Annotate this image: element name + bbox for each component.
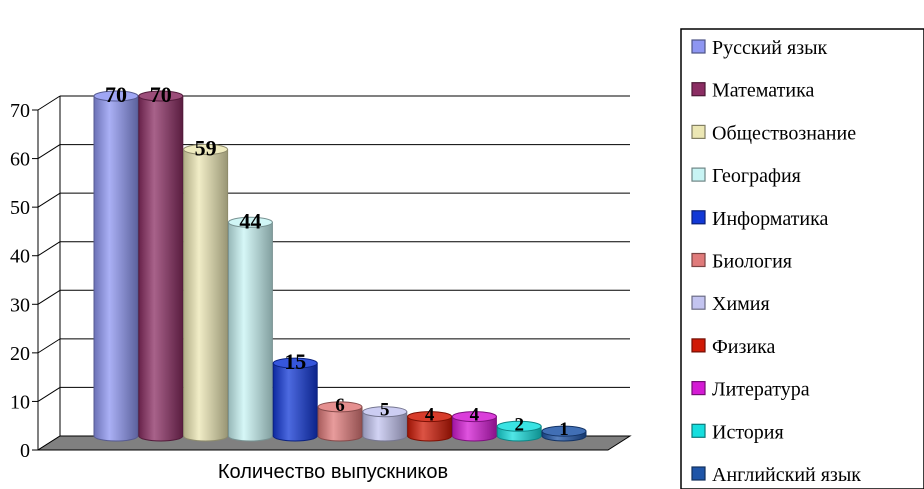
legend-entry: Литература [712, 379, 810, 401]
gridline-depth [37, 144, 61, 160]
bar [93, 90, 139, 442]
bar-body [407, 416, 453, 442]
legend-entry: Математика [712, 80, 814, 102]
legend-entry: Физика [712, 336, 776, 358]
bars [93, 90, 587, 442]
legend-swatch [691, 210, 706, 225]
bar [362, 406, 408, 442]
bar-body [451, 416, 497, 442]
y-tick-label: 20 [10, 343, 30, 365]
data-label: 4 [470, 405, 480, 426]
legend-entry: История [712, 421, 784, 443]
bar [541, 425, 587, 442]
bar-top [541, 425, 587, 437]
bar-top [451, 411, 497, 423]
bar-top [496, 420, 542, 432]
bar-top [138, 90, 184, 102]
bar [272, 357, 318, 442]
bar-body [362, 411, 408, 442]
legend-swatch [691, 338, 706, 353]
data-label: 70 [150, 82, 172, 107]
bar-top [183, 143, 229, 155]
legend: Русский язык Математика Обществознание Геог… [680, 28, 924, 489]
legend-box [680, 28, 924, 489]
data-label: 70 [105, 82, 127, 107]
x-axis-label: Количество выпускников [218, 461, 448, 483]
bar [451, 411, 497, 442]
data-label: 2 [514, 414, 524, 435]
legend-swatch [691, 295, 706, 310]
data-label: 5 [380, 400, 390, 421]
y-tick-label: 0 [20, 440, 30, 462]
bar-top [93, 90, 139, 102]
gridline-depth [37, 338, 61, 354]
data-label: 44 [239, 208, 261, 233]
legend-swatch [691, 124, 706, 140]
bar [407, 411, 453, 442]
data-label: 4 [425, 405, 435, 426]
bar-body [183, 148, 229, 442]
bar [317, 401, 363, 442]
bar-body [227, 221, 273, 442]
bar-body [317, 406, 363, 442]
bar [227, 216, 273, 442]
legend-swatch [691, 423, 706, 438]
bar-top [407, 411, 453, 423]
bar [183, 143, 229, 442]
data-label: 6 [335, 395, 345, 416]
bar-top [272, 357, 318, 369]
gridline-depth [37, 387, 61, 402]
legend-swatch [691, 252, 706, 268]
bar-top [227, 216, 273, 228]
bar-top [362, 406, 408, 418]
legend-swatch [691, 167, 706, 182]
gridline-depth [37, 192, 61, 208]
legend-swatch [691, 39, 706, 54]
legend-entry: Биология [712, 251, 792, 273]
data-label: 1 [559, 419, 569, 440]
bar-top [317, 401, 363, 413]
y-tick-label: 60 [10, 149, 30, 171]
y-tick-label: 30 [10, 294, 30, 316]
legend-swatch [691, 381, 706, 396]
data-label: 59 [195, 135, 217, 160]
legend-entry: Русский язык [712, 37, 828, 59]
bar-body [138, 95, 184, 442]
y-tick-label: 70 [10, 100, 30, 122]
y-axis: 0 10 20 30 40 50 60 70 [10, 96, 61, 462]
bar [496, 420, 542, 442]
y-tick-label: 10 [10, 391, 30, 413]
legend-entry: Обществознание [712, 122, 856, 144]
bar-body [272, 362, 318, 442]
bar-body [93, 95, 139, 442]
legend-entry: Информатика [712, 208, 829, 230]
legend-entry: География [712, 165, 801, 187]
bar [138, 90, 184, 442]
gridline-depth [37, 241, 61, 257]
legend-swatch [691, 82, 706, 97]
y-tick-label: 40 [10, 246, 30, 268]
gridline-depth [37, 289, 61, 305]
gridline-depth [37, 95, 61, 111]
legend-entry: Химия [712, 293, 770, 315]
data-label: 15 [284, 349, 306, 374]
y-tick-label: 50 [10, 197, 30, 219]
legend-entry: Английский язык [712, 464, 861, 486]
legend-swatch [691, 466, 706, 481]
